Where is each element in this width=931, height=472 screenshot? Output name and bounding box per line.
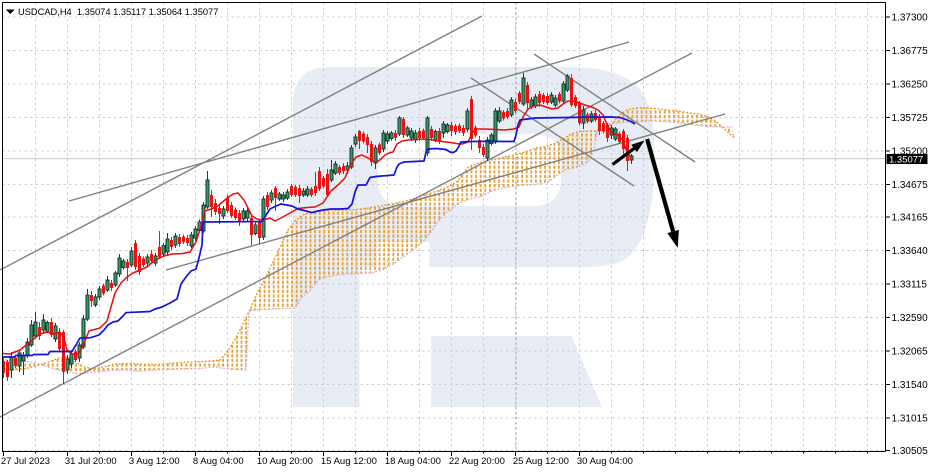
svg-text:1.34675: 1.34675 xyxy=(892,180,929,191)
svg-text:1.32590: 1.32590 xyxy=(892,313,929,324)
svg-text:22 Aug 20:00: 22 Aug 20:00 xyxy=(449,456,505,467)
svg-text:27 Jul 2023: 27 Jul 2023 xyxy=(1,456,50,467)
svg-text:1.36775: 1.36775 xyxy=(892,46,929,57)
svg-text:30 Aug 04:00: 30 Aug 04:00 xyxy=(577,456,633,467)
svg-text:8 Aug 04:00: 8 Aug 04:00 xyxy=(193,456,244,467)
svg-text:1.37300: 1.37300 xyxy=(892,12,929,23)
svg-text:1.31540: 1.31540 xyxy=(892,380,929,391)
svg-text:1.33115: 1.33115 xyxy=(892,279,928,290)
svg-text:1.35200: 1.35200 xyxy=(892,146,929,157)
svg-text:USDCAD,H4 1.35074 1.35117 1.3: USDCAD,H4 1.35074 1.35117 1.35064 1.3507… xyxy=(18,7,218,17)
svg-text:31 Jul 20:00: 31 Jul 20:00 xyxy=(65,456,117,467)
svg-text:1.35725: 1.35725 xyxy=(892,113,929,124)
svg-text:3 Aug 12:00: 3 Aug 12:00 xyxy=(129,456,180,467)
svg-text:1.33640: 1.33640 xyxy=(892,246,929,257)
svg-text:1.31015: 1.31015 xyxy=(892,414,929,425)
svg-text:15 Aug 12:00: 15 Aug 12:00 xyxy=(321,456,377,467)
svg-text:25 Aug 12:00: 25 Aug 12:00 xyxy=(513,456,569,467)
svg-text:1.32065: 1.32065 xyxy=(892,347,929,358)
svg-text:1.30505: 1.30505 xyxy=(892,446,929,457)
svg-text:1.35077: 1.35077 xyxy=(889,154,923,165)
svg-text:18 Aug 04:00: 18 Aug 04:00 xyxy=(385,456,441,467)
svg-text:1.34165: 1.34165 xyxy=(892,212,929,223)
svg-text:1.36250: 1.36250 xyxy=(892,79,929,90)
svg-text:10 Aug 20:00: 10 Aug 20:00 xyxy=(257,456,313,467)
